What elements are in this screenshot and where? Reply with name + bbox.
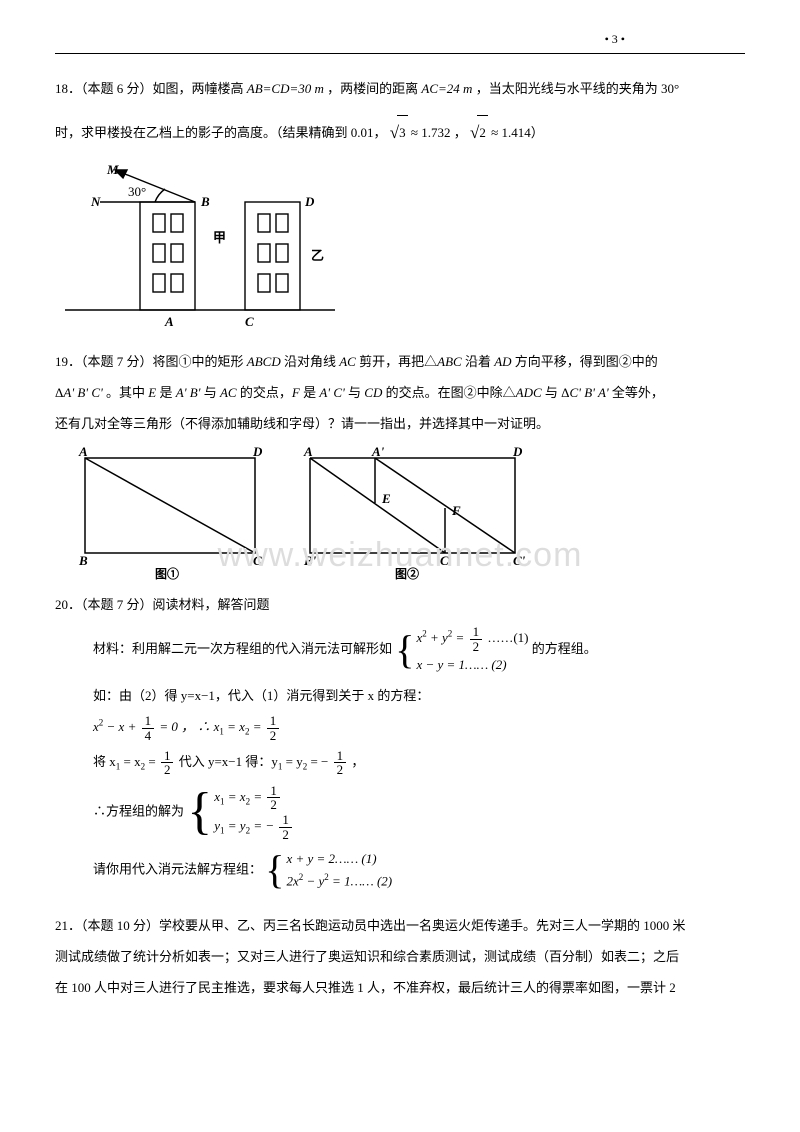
- svg-text:D: D: [252, 444, 263, 459]
- svg-text:N: N: [90, 194, 101, 209]
- svg-text:D: D: [304, 194, 315, 209]
- q19-l2: ΔA' B' C' 。其中 E 是 A' B' 与 AC 的交点，F 是 A' …: [55, 381, 745, 406]
- sqrt3-icon: √3: [390, 112, 408, 156]
- svg-text:图②: 图②: [395, 566, 419, 581]
- q19-figure: www.weizhuannet.com A D B C 图① A A' D E: [55, 443, 745, 583]
- q18-t4: 时，求甲楼投在乙档上的影子的高度。（结果精确到 0.01，: [55, 125, 387, 140]
- q21-l3: 在 100 人中对三人进行了民主推选，要求每人只推选 1 人，不准弃权，最后统计…: [55, 976, 745, 1001]
- q18-para1: 18．（本题 6 分）如图，两幢楼高 AB=CD=30 m ，两楼间的距离 AC…: [55, 72, 745, 106]
- sqrt2-icon: √2: [470, 112, 488, 156]
- q20-step2: 将 x1 = x2 = 12 代入 y=x−1 得：y1 = y2 = − 12…: [55, 749, 745, 777]
- q18-t2: ，两楼间的距离: [327, 81, 421, 96]
- q20-head: 20．（本题 7 分）阅读材料，解答问题: [55, 593, 745, 618]
- svg-text:甲: 甲: [213, 230, 226, 245]
- svg-text:C: C: [245, 314, 254, 329]
- q18-a2: ≈ 1.414）: [491, 125, 544, 140]
- q18-figure: M N B D A C 30° 甲 乙: [55, 162, 745, 341]
- q18-t3: ，当太阳光线与水平线的夹角为 30°: [476, 81, 679, 96]
- page-number: • 3 •: [55, 28, 745, 54]
- svg-text:B': B': [303, 553, 317, 568]
- svg-text:A: A: [164, 314, 174, 329]
- svg-text:E: E: [381, 491, 391, 506]
- svg-text:30°: 30°: [128, 184, 146, 199]
- svg-text:乙: 乙: [311, 248, 324, 263]
- svg-text:A': A': [371, 444, 385, 459]
- q21-l1: 21．（本题 10 分）学校要从甲、乙、丙三名长跑运动员中选出一名奥运火炬传递手…: [55, 914, 745, 939]
- svg-text:C: C: [253, 553, 262, 568]
- q19-l1: 19．（本题 7 分）将图①中的矩形 ABCD 沿对角线 AC 剪开，再把△AB…: [55, 350, 745, 375]
- svg-text:A: A: [303, 444, 313, 459]
- svg-text:图①: 图①: [155, 566, 179, 581]
- q20-step1: 如：由（2）得 y=x−1，代入（1）消元得到关于 x 的方程：: [55, 684, 745, 709]
- q20-sys1: { x2 + y2 = 12 ……(1) x − y = 1…… (2): [395, 625, 528, 675]
- q18-para2: 时，求甲楼投在乙档上的影子的高度。（结果精确到 0.01， √3 ≈ 1.732…: [55, 112, 745, 156]
- svg-text:D: D: [512, 444, 523, 459]
- svg-text:C': C': [513, 553, 526, 568]
- q18-eq2: AC=24 m: [421, 81, 472, 96]
- q20-quad: x2 − x + 14 = 0 ， ∴ x1 = x2 = 12: [55, 714, 745, 742]
- svg-text:C: C: [440, 553, 449, 568]
- q19-l3: 还有几对全等三角形（不得添加辅助线和字母）？请一一指出，并选择其中一对证明。: [55, 412, 745, 437]
- q21-l2: 测试成绩做了统计分析如表一；又对三人进行了奥运知识和综合素质测试，测试成绩（百分…: [55, 945, 745, 970]
- q20-ask: 请你用代入消元法解方程组： { x + y = 2…… (1) 2x2 − y2…: [55, 848, 745, 893]
- q20-solution: ∴方程组的解为 { x1 = x2 = 12 y1 = y2 = − 12: [55, 783, 745, 842]
- svg-text:B: B: [78, 553, 88, 568]
- svg-text:B: B: [200, 194, 210, 209]
- q18-t1: 18．（本题 6 分）如图，两幢楼高: [55, 81, 247, 96]
- q18-eq1: AB=CD=30 m: [247, 81, 324, 96]
- q18-a3: ≈ 1.732 ，: [411, 125, 467, 140]
- svg-text:A: A: [78, 444, 88, 459]
- q20-material: 材料：利用解二元一次方程组的代入消元法可解形如 { x2 + y2 = 12 ……: [55, 625, 745, 675]
- svg-text:M: M: [106, 162, 119, 177]
- svg-text:F: F: [451, 503, 461, 518]
